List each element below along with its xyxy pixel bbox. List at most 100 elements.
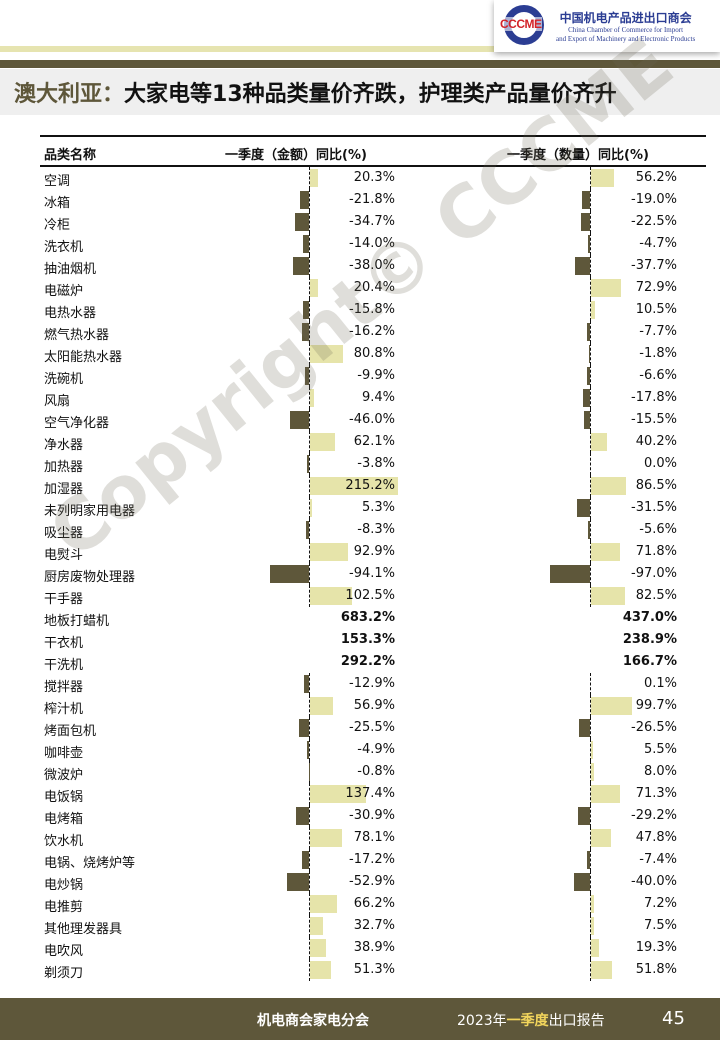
value-value: 5.3% (361, 500, 395, 515)
zero-axis (590, 409, 591, 431)
header-value: 一季度（金额）同比(%) (225, 148, 367, 163)
category-name: 洗碗机 (44, 372, 84, 387)
zero-axis (309, 233, 310, 255)
value-value: 62.1% (353, 434, 395, 449)
quantity-value: 7.2% (643, 896, 677, 911)
quantity-bar (580, 213, 590, 231)
value-value: 137.4% (345, 786, 395, 801)
value-value: -3.8% (357, 456, 395, 471)
quantity-bar (591, 433, 608, 451)
value-value: 215.2% (345, 478, 395, 493)
value-value: -25.5% (349, 720, 395, 735)
category-name: 电锅、烧烤炉等 (44, 856, 136, 871)
value-bar (310, 477, 398, 495)
value-bar (310, 697, 334, 715)
value-bar (301, 851, 309, 869)
quantity-value: 5.5% (643, 742, 677, 757)
zero-axis (590, 805, 591, 827)
table-row: 吸尘器 -8.3% -5.6% (40, 519, 706, 541)
value-bar (287, 873, 309, 891)
zero-axis (309, 497, 310, 519)
quantity-bar (588, 235, 590, 253)
value-bar (305, 521, 309, 539)
category-name: 未列明家用电器 (44, 504, 136, 519)
value-bar (302, 301, 309, 319)
table-row: 冷柜 -34.7% -22.5% (40, 211, 706, 233)
category-name: 空气净化器 (44, 416, 110, 431)
value-bar (294, 213, 309, 231)
zero-axis (590, 871, 591, 893)
quantity-value: 0.0% (643, 456, 677, 471)
zero-axis (309, 299, 310, 321)
category-name: 电炒锅 (44, 878, 84, 893)
quantity-value: 82.5% (635, 588, 677, 603)
category-name: 吸尘器 (44, 526, 84, 541)
zero-axis (309, 849, 310, 871)
header-stripe-light (0, 46, 720, 52)
value-value: -46.0% (349, 412, 395, 427)
value-value: 20.3% (353, 170, 395, 185)
zero-axis (309, 387, 310, 409)
quantity-value: -5.6% (639, 522, 677, 537)
header-name: 品类名称 (44, 148, 97, 163)
table-row: 空气净化器 -46.0% -15.5% (40, 409, 706, 431)
value-value: 20.4% (353, 280, 395, 295)
category-name: 其他理发器具 (44, 922, 123, 937)
value-value: -52.9% (349, 874, 395, 889)
quantity-bar (587, 367, 590, 385)
value-value: 102.5% (345, 588, 395, 603)
table-row: 空调 20.3% 56.2% (40, 167, 706, 189)
quantity-value: 51.8% (635, 962, 677, 977)
table-row: 搅拌器 -12.9% 0.1% (40, 673, 706, 695)
zero-axis (309, 717, 310, 739)
value-bar (310, 829, 343, 847)
value-bar (310, 345, 344, 363)
zero-axis (590, 497, 591, 519)
zero-axis (309, 915, 310, 937)
zero-axis (590, 321, 591, 343)
quantity-value: -40.0% (631, 874, 677, 889)
quantity-value: -31.5% (631, 500, 677, 515)
quantity-bar (586, 851, 590, 869)
zero-axis (309, 277, 310, 299)
category-name: 燃气热水器 (44, 328, 110, 343)
value-value: 51.3% (353, 962, 395, 977)
quantity-bar (578, 807, 590, 825)
table-row: 干洗机 292.2% 166.7% (40, 651, 706, 673)
category-name: 空调 (44, 174, 71, 189)
table-row: 咖啡壶 -4.9% 5.5% (40, 739, 706, 761)
quantity-bar (591, 763, 595, 781)
table-row: 电推剪 66.2% 7.2% (40, 893, 706, 915)
value-value: 683.2% (340, 610, 395, 625)
value-bar (310, 169, 319, 187)
zero-axis (309, 739, 310, 761)
quantity-bar (586, 323, 590, 341)
title-country: 澳大利亚： (14, 82, 125, 107)
category-name: 电饭锅 (44, 790, 84, 805)
table-row: 烤面包机 -25.5% -26.5% (40, 717, 706, 739)
table-row: 电烤箱 -30.9% -29.2% (40, 805, 706, 827)
zero-axis (590, 849, 591, 871)
table-row: 饮水机 78.1% 47.8% (40, 827, 706, 849)
zero-axis (590, 453, 591, 475)
quantity-value: -15.5% (631, 412, 677, 427)
value-value: 38.9% (353, 940, 395, 955)
value-value: -9.9% (357, 368, 395, 383)
category-name: 加湿器 (44, 482, 84, 497)
quantity-value: -26.5% (631, 720, 677, 735)
header-stripe-dark (0, 60, 720, 68)
value-bar (302, 323, 309, 341)
zero-axis (309, 585, 310, 607)
table-row: 电吹风 38.9% 19.3% (40, 937, 706, 959)
zero-axis (590, 233, 591, 255)
zero-axis (590, 563, 591, 585)
quantity-bar (591, 829, 611, 847)
zero-axis (590, 343, 591, 365)
zero-axis (309, 189, 310, 211)
category-name: 地板打蜡机 (44, 614, 110, 629)
zero-axis (309, 475, 310, 497)
quantity-value: 437.0% (622, 610, 677, 625)
value-bar (310, 917, 324, 935)
quantity-bar (579, 719, 590, 737)
value-value: 153.3% (340, 632, 395, 647)
